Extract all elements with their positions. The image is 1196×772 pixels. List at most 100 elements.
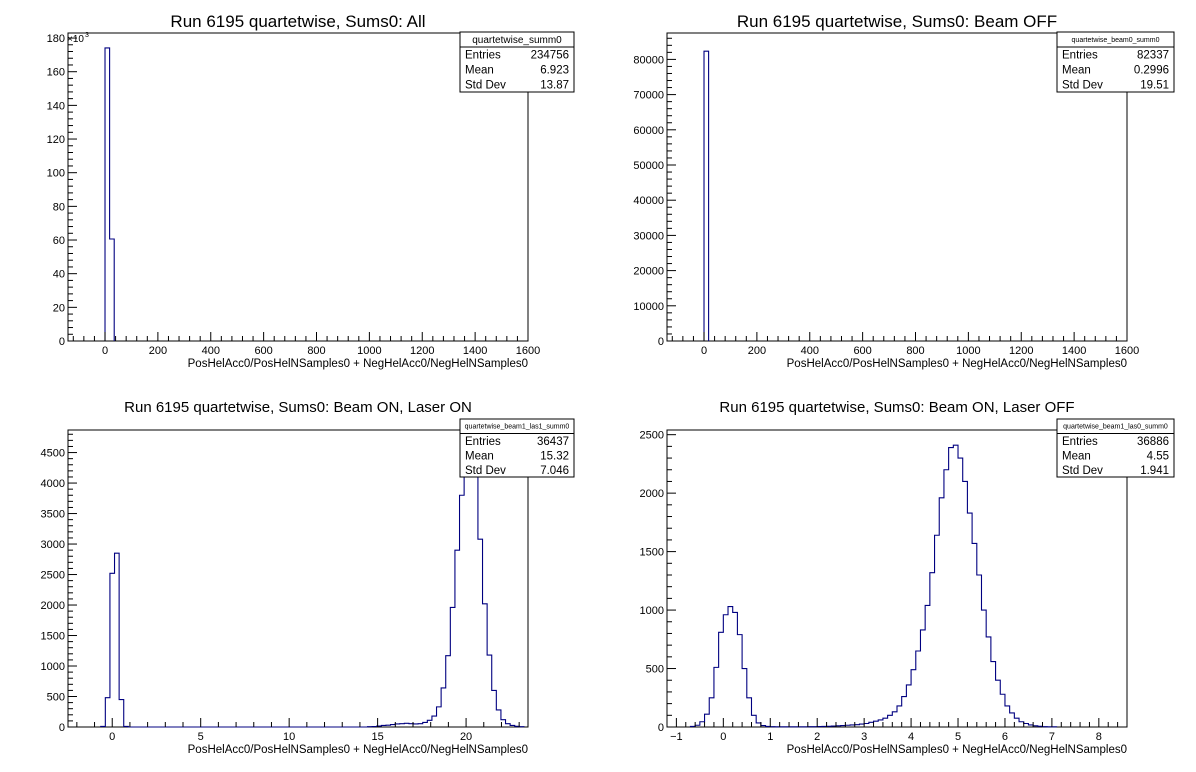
- histogram-bin: [742, 669, 747, 727]
- x-tick-label: 8: [1096, 731, 1102, 743]
- histogram-bin: [464, 453, 469, 727]
- histogram-bin: [958, 458, 963, 727]
- x-tick-label: 1200: [1009, 345, 1033, 357]
- stats-mean-value: 6.923: [540, 65, 569, 77]
- x-tick-label: 1000: [357, 345, 381, 357]
- stats-mean-label: Mean: [1062, 450, 1091, 462]
- x-axis-label: PosHelAcc0/PosHelNSamples0 + NegHelAcc0/…: [188, 358, 528, 370]
- stats-box-frame: [459, 418, 575, 478]
- x-tick-label: 200: [149, 345, 167, 357]
- x-tick-label: 200: [748, 345, 766, 357]
- histogram-bin: [930, 573, 935, 727]
- histogram-series: [703, 50, 710, 341]
- histogram-bin: [446, 656, 451, 727]
- stats-box: quartetwise_beam1_las0_summ0 Entries 36886…: [1056, 418, 1175, 478]
- stats-entries-label: Entries: [465, 50, 501, 62]
- stats-box: quartetwise_summ0 Entries 234756 Mean 6.923 S…: [459, 31, 575, 93]
- histogram-bin: [991, 662, 996, 727]
- x-tick-label: 1400: [463, 345, 487, 357]
- histogram-bin: [869, 722, 874, 727]
- histogram-bin: [916, 651, 921, 727]
- x-tick-label: 20: [460, 731, 472, 743]
- histogram-bin: [737, 635, 742, 727]
- histogram-bin: [949, 448, 954, 727]
- x-tick-label: 5: [955, 731, 961, 743]
- histogram-bin: [1019, 722, 1024, 727]
- x-tick-label: 800: [307, 345, 325, 357]
- histogram-bin: [953, 445, 958, 727]
- histogram-panel-2: Run 6195 quartetwise, Sums0: Beam OFF 0 20…: [633, 12, 1175, 370]
- histogram-bin: [874, 721, 879, 727]
- y-tick-label: 500: [47, 692, 65, 704]
- y-tick-label: 80000: [633, 54, 664, 66]
- chart-title: Run 6195 quartetwise, Sums0: Beam OFF: [737, 12, 1057, 31]
- histogram-bin: [473, 477, 478, 727]
- histogram-bin: [967, 513, 972, 727]
- x-tick-label: 400: [202, 345, 220, 357]
- histogram-bin: [704, 51, 709, 341]
- histogram-bin: [110, 239, 115, 341]
- x-tick-label: 1200: [410, 345, 434, 357]
- x-axis-label: PosHelAcc0/PosHelNSamples0 + NegHelAcc0/…: [787, 744, 1127, 756]
- histogram-bin: [972, 543, 977, 727]
- histogram-bin: [427, 720, 432, 727]
- x-tick-label: 0: [720, 731, 726, 743]
- stats-box-frame: [1056, 31, 1175, 93]
- x-tick-label: 4: [908, 731, 914, 743]
- histogram-bin: [719, 632, 724, 727]
- chart-title: Run 6195 quartetwise, Sums0: All: [170, 12, 425, 31]
- histogram-bin: [878, 720, 883, 727]
- histogram-bin: [902, 697, 907, 727]
- histogram-bin: [105, 698, 110, 727]
- histogram-bin: [1010, 713, 1015, 727]
- histogram-bin: [925, 605, 930, 727]
- stats-box-frame: [459, 31, 575, 93]
- histogram-bin: [714, 667, 719, 727]
- y-tick-label: 0: [658, 722, 664, 734]
- x-tick-label: 15: [371, 731, 383, 743]
- y-tick-label: 2000: [41, 600, 65, 612]
- stats-box-name: quartetwise_summ0: [472, 35, 562, 46]
- histogram-bin: [478, 539, 483, 727]
- histogram-bin: [423, 722, 428, 727]
- histogram-bin: [119, 700, 124, 727]
- stats-entries-label: Entries: [1062, 436, 1098, 448]
- histogram-bin: [450, 607, 455, 727]
- histogram-bin: [437, 707, 442, 727]
- plot-frame: [666, 429, 1128, 728]
- y-tick-label: 0: [658, 336, 664, 348]
- histogram-bin: [897, 706, 902, 727]
- plot-frame: [666, 32, 1128, 342]
- x-tick-label: 6: [1002, 731, 1008, 743]
- x-tick-label: 0: [109, 731, 115, 743]
- y-tick-label: 0: [59, 336, 65, 348]
- stats-std-dev-label: Std Dev: [465, 80, 506, 92]
- stats-entries-value: 82337: [1137, 50, 1169, 62]
- y-tick-label: 20: [53, 302, 65, 314]
- stats-std-dev-value: 19.51: [1140, 80, 1169, 92]
- stats-entries-value: 36886: [1137, 436, 1169, 448]
- stats-std-dev-label: Std Dev: [465, 465, 506, 477]
- chart-title: Run 6195 quartetwise, Sums0: Beam ON, La…: [719, 399, 1074, 416]
- histogram-bin: [944, 470, 949, 727]
- histogram-bin: [1005, 706, 1010, 727]
- x-tick-label: 1000: [956, 345, 980, 357]
- stats-box-name: quartetwise_beam0_summ0: [1072, 37, 1160, 44]
- stats-mean-label: Mean: [1062, 65, 1091, 77]
- y-tick-label: 4000: [41, 478, 65, 490]
- histogram-bin: [986, 637, 991, 727]
- stats-box: quartetwise_beam0_summ0 Entries 82337 Mean 0…: [1056, 31, 1175, 93]
- histogram-panel-4: Run 6195 quartetwise, Sums0: Beam ON, La…: [640, 399, 1175, 756]
- y-tick-label: 80: [53, 201, 65, 213]
- histogram-bin: [105, 48, 110, 341]
- y-multiplier-label: ×10: [67, 34, 84, 45]
- stats-std-dev-value: 13.87: [540, 80, 569, 92]
- y-tick-label: 160: [47, 67, 65, 79]
- histogram-bin: [996, 680, 1001, 727]
- stats-mean-label: Mean: [465, 450, 494, 462]
- histogram-bin: [883, 718, 888, 727]
- histogram-panel-1: Run 6195 quartetwise, Sums0: All 0 200 400 6…: [47, 12, 575, 370]
- x-tick-label: 5: [198, 731, 204, 743]
- y-tick-label: 3000: [41, 539, 65, 551]
